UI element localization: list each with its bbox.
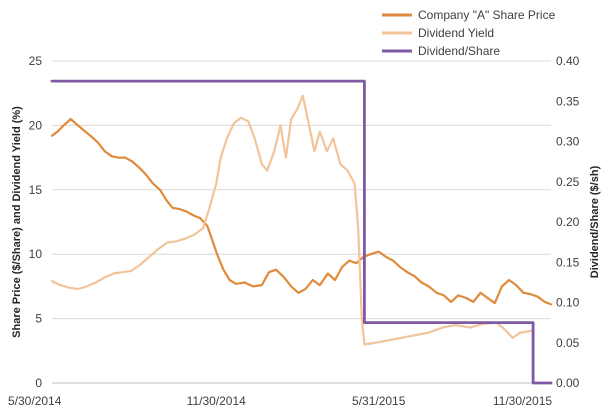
right-tick-label: 0.20 xyxy=(556,215,580,229)
right-tick-label: 0.00 xyxy=(556,376,580,390)
series-layer xyxy=(50,79,553,385)
right-axis-ticks: 0.00 0.05 0.10 0.15 0.20 0.25 0.30 0.35 0.40 xyxy=(556,54,580,390)
x-tick-label: 5/31/2015 xyxy=(352,394,406,408)
gridlines xyxy=(52,60,551,384)
left-tick-label: 15 xyxy=(29,183,43,197)
right-tick-label: 0.05 xyxy=(556,336,580,350)
x-tick-label: 11/30/2015 xyxy=(493,394,552,408)
right-tick-label: 0.35 xyxy=(556,94,580,108)
right-tick-label: 0.30 xyxy=(556,135,580,149)
series-line-3 xyxy=(50,79,553,385)
left-tick-label: 20 xyxy=(29,118,43,132)
x-axis-ticks: 5/30/2014 11/30/2014 5/31/2015 11/30/2015 xyxy=(8,394,552,408)
legend-label: Dividend/Share xyxy=(418,44,500,58)
legend-label: Dividend Yield xyxy=(418,26,494,40)
right-tick-label: 0.15 xyxy=(556,255,580,269)
legend-label: Company "A" Share Price xyxy=(418,8,556,22)
legend: Company "A" Share Price Dividend Yield Div… xyxy=(382,8,556,58)
series-line-2 xyxy=(50,94,535,346)
left-axis-ticks: 0 5 10 15 20 25 xyxy=(29,54,43,390)
right-tick-label: 0.25 xyxy=(556,175,580,189)
left-tick-label: 0 xyxy=(35,376,42,390)
left-tick-label: 25 xyxy=(29,54,43,68)
left-axis-title: Share Price ($/Share) and Dividend Yield… xyxy=(11,106,23,338)
right-tick-label: 0.10 xyxy=(556,296,580,310)
right-axis-title: Dividend/Share ($/sh) xyxy=(589,165,601,278)
left-tick-label: 10 xyxy=(29,247,43,261)
right-tick-label: 0.40 xyxy=(556,54,580,68)
series-line-1 xyxy=(50,117,553,306)
left-tick-label: 5 xyxy=(35,312,42,326)
x-tick-label: 5/30/2014 xyxy=(8,394,62,408)
x-tick-label: 11/30/2014 xyxy=(187,394,246,408)
